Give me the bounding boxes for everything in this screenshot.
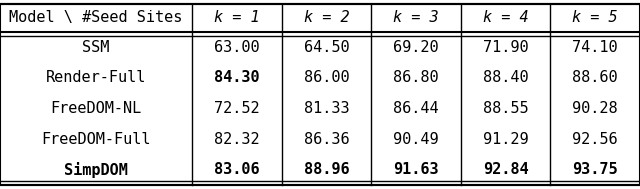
Text: k = 1: k = 1: [214, 10, 260, 25]
Text: 72.52: 72.52: [214, 101, 260, 116]
Text: k = 3: k = 3: [393, 10, 439, 25]
Text: SimpDOM: SimpDOM: [64, 162, 128, 178]
Text: FreeDOM-Full: FreeDOM-Full: [41, 132, 151, 147]
Text: Model \ #Seed Sites: Model \ #Seed Sites: [10, 10, 182, 25]
Text: 81.33: 81.33: [303, 101, 349, 116]
Text: 86.36: 86.36: [303, 132, 349, 147]
Text: 71.90: 71.90: [483, 40, 529, 55]
Text: 74.10: 74.10: [572, 40, 618, 55]
Text: 82.32: 82.32: [214, 132, 260, 147]
Text: k = 4: k = 4: [483, 10, 529, 25]
Text: 90.28: 90.28: [572, 101, 618, 116]
Text: 69.20: 69.20: [393, 40, 439, 55]
Text: 86.80: 86.80: [393, 70, 439, 85]
Text: 84.30: 84.30: [214, 70, 260, 85]
Text: 92.56: 92.56: [572, 132, 618, 147]
Text: SSM: SSM: [83, 40, 109, 55]
Text: 83.06: 83.06: [214, 162, 260, 177]
Text: 92.84: 92.84: [483, 162, 529, 177]
Text: 91.63: 91.63: [393, 162, 439, 177]
Text: 86.44: 86.44: [393, 101, 439, 116]
Text: 93.75: 93.75: [572, 162, 618, 177]
Text: 88.40: 88.40: [483, 70, 529, 85]
Text: 88.60: 88.60: [572, 70, 618, 85]
Text: 91.29: 91.29: [483, 132, 529, 147]
Text: 63.00: 63.00: [214, 40, 260, 55]
Text: 88.55: 88.55: [483, 101, 529, 116]
Text: FreeDOM-NL: FreeDOM-NL: [51, 101, 141, 116]
Text: Render-Full: Render-Full: [46, 70, 146, 85]
Text: k = 5: k = 5: [572, 10, 618, 25]
Text: 90.49: 90.49: [393, 132, 439, 147]
Text: 64.50: 64.50: [303, 40, 349, 55]
Text: 86.00: 86.00: [303, 70, 349, 85]
Text: k = 2: k = 2: [303, 10, 349, 25]
Text: 88.96: 88.96: [303, 162, 349, 177]
